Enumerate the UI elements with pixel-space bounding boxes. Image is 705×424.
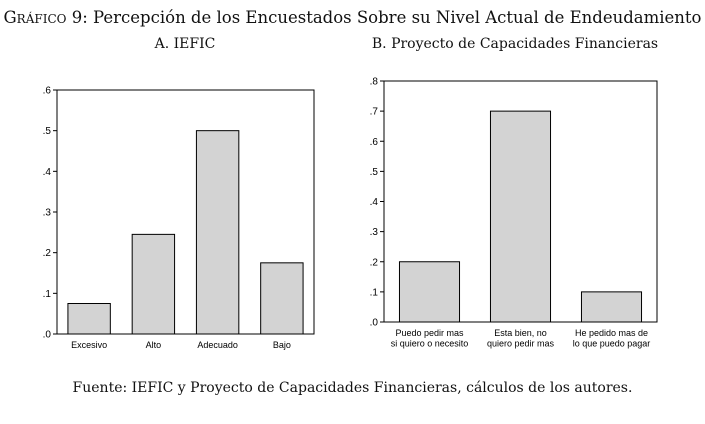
chart-b-y-tick-label: .4: [370, 197, 379, 208]
chart-a-x-tick-label: Excesivo: [71, 340, 107, 350]
chart-a-x-tick-label: Bajo: [273, 340, 291, 350]
chart-a-y-tick-label: .0: [43, 330, 52, 341]
chart-b-x-tick-label: Esta bien, no: [494, 328, 547, 338]
chart-a-y-tick-label: .2: [43, 248, 52, 259]
chart-b-bar: [398, 261, 461, 323]
chart-a-y-tick-label: .4: [43, 167, 52, 178]
chart-a-bar: [67, 303, 111, 335]
chart-a-bar: [260, 262, 304, 335]
chart-a-y-tick-label: .5: [43, 126, 52, 137]
chart-b-title: B. Proyecto de Capacidades Financieras: [371, 36, 659, 52]
chart-b-y-tick-label: .0: [370, 318, 379, 329]
chart-b-x-tick-label: lo que puedo pagar: [573, 339, 651, 349]
chart-b-bar: [580, 291, 643, 323]
chart-b-y-tick-label: .1: [370, 287, 379, 298]
chart-b-y-tick-label: .3: [370, 227, 379, 238]
chart-b-x-tick-label: He pedido mas de: [575, 328, 648, 338]
chart-a-x-tick-label: Adecuado: [197, 340, 238, 350]
chart-b-x-tick-label: Puedo pedir mas: [395, 328, 464, 338]
chart-a-y-tick-label: .6: [43, 86, 52, 97]
chart-a-x-tick-label: Alto: [146, 340, 162, 350]
chart-b-y-tick-label: .7: [370, 107, 379, 118]
figure-title-lead: Gráfico 9:: [3, 8, 88, 27]
chart-a-title: A. IEFIC: [154, 36, 216, 52]
figure-title-text: Percepción de los Encuestados Sobre su N…: [93, 8, 702, 27]
figure-title: Gráfico 9: Percepción de los Encuestados…: [0, 8, 705, 27]
chart-b-x-tick-label: si quiero o necesito: [391, 339, 469, 349]
figure-source: Fuente: IEFIC y Proyecto de Capacidades …: [72, 380, 633, 396]
chart-b-bar: [489, 110, 552, 323]
chart-b-y-tick-label: .6: [370, 137, 379, 148]
chart-b-y-tick-label: .5: [370, 167, 379, 178]
chart-b-x-tick-label: quiero pedir mas: [487, 339, 555, 349]
chart-a-bar: [131, 233, 176, 335]
chart-b-y-tick-label: .8: [370, 77, 379, 88]
chart-a-y-tick-label: .1: [43, 289, 52, 300]
chart-a-bar: [195, 130, 240, 335]
chart-b-y-tick-label: .2: [370, 257, 379, 268]
chart-a-y-tick-label: .3: [43, 208, 52, 219]
